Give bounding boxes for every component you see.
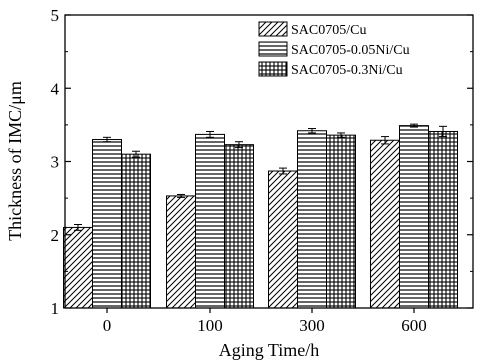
legend-swatch-SAC0705-0.3Ni/Cu	[258, 61, 288, 77]
x-tick-label: 300	[299, 316, 325, 335]
x-axis: 0 100 300 600	[103, 308, 427, 335]
error-bar-SAC0705-0.3Ni/Cu-100	[235, 141, 243, 149]
error-bar-SAC0705-0.05Ni/Cu-0	[103, 136, 111, 143]
y-axis: 1 2 3 4 5	[51, 6, 473, 318]
bar-SAC0705-0.3Ni/Cu-100	[224, 144, 254, 309]
y-tick-label: 3	[51, 153, 60, 172]
error-bar-SAC0705/Cu-0	[74, 223, 82, 231]
y-tick-label: 4	[51, 79, 60, 98]
error-bar-SAC0705/Cu-300	[279, 167, 287, 175]
y-axis-title: Thickness of IMC/μm	[5, 81, 25, 241]
y-tick-label: 5	[51, 6, 60, 25]
error-bar-SAC0705/Cu-600	[381, 136, 389, 145]
error-bar-SAC0705-0.3Ni/Cu-600	[439, 125, 447, 138]
y-tick-label: 1	[51, 299, 60, 318]
legend-swatch-SAC0705-0.05Ni/Cu	[258, 41, 288, 57]
error-bar-SAC0705-0.05Ni/Cu-100	[206, 130, 214, 138]
legend-label-SAC0705/Cu: SAC0705/Cu	[291, 23, 366, 38]
error-bar-SAC0705-0.05Ni/Cu-600	[410, 123, 418, 128]
bar-SAC0705/Cu-300	[268, 170, 298, 309]
error-bar-SAC0705-0.05Ni/Cu-300	[308, 128, 316, 134]
error-bar-SAC0705-0.3Ni/Cu-300	[337, 132, 345, 138]
bar-SAC0705-0.3Ni/Cu-0	[121, 153, 151, 309]
y-tick-label: 2	[51, 226, 60, 245]
bar-SAC0705-0.05Ni/Cu-300	[297, 130, 327, 309]
error-bar-SAC0705-0.3Ni/Cu-0	[132, 150, 140, 158]
legend-swatch-SAC0705/Cu	[258, 21, 288, 37]
bar-SAC0705-0.05Ni/Cu-600	[399, 125, 429, 309]
x-tick-label: 0	[103, 316, 112, 335]
bar-SAC0705-0.05Ni/Cu-0	[92, 139, 122, 309]
bar-SAC0705/Cu-0	[63, 226, 93, 309]
legend-label-SAC0705-0.3Ni/Cu: SAC0705-0.3Ni/Cu	[291, 63, 403, 78]
bar-SAC0705-0.05Ni/Cu-100	[195, 133, 225, 309]
bar-SAC0705/Cu-600	[370, 139, 400, 309]
legend-label-SAC0705-0.05Ni/Cu: SAC0705-0.05Ni/Cu	[291, 43, 410, 58]
bar-SAC0705-0.3Ni/Cu-300	[326, 134, 356, 309]
x-axis-title: Aging Time/h	[219, 340, 320, 360]
x-tick-label: 600	[401, 316, 427, 335]
bars-layer	[63, 125, 458, 309]
legend: SAC0705/Cu SAC0705-0.05Ni/Cu SAC0705-0.3Ni…	[258, 21, 410, 78]
error-bars-layer	[74, 123, 447, 231]
bar-SAC0705-0.3Ni/Cu-600	[428, 130, 458, 309]
error-bar-SAC0705/Cu-100	[177, 193, 185, 198]
x-tick-label: 100	[197, 316, 223, 335]
bar-SAC0705/Cu-100	[166, 195, 196, 309]
